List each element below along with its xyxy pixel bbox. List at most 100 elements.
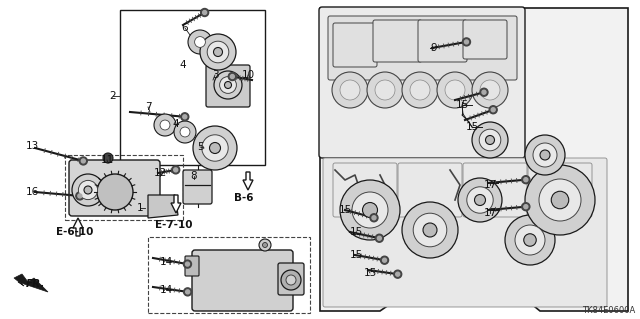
- FancyBboxPatch shape: [206, 65, 250, 107]
- Circle shape: [180, 127, 190, 137]
- Text: B-6: B-6: [234, 193, 253, 203]
- Text: 12: 12: [154, 168, 166, 178]
- Circle shape: [458, 178, 502, 222]
- Circle shape: [396, 272, 400, 276]
- FancyBboxPatch shape: [528, 163, 592, 217]
- Bar: [148, 237, 310, 313]
- FancyBboxPatch shape: [319, 7, 525, 158]
- Circle shape: [332, 72, 368, 108]
- Polygon shape: [148, 195, 178, 218]
- Circle shape: [413, 213, 447, 247]
- Circle shape: [480, 80, 500, 100]
- Circle shape: [72, 174, 104, 206]
- FancyBboxPatch shape: [69, 160, 160, 216]
- Circle shape: [524, 205, 528, 209]
- Circle shape: [375, 80, 395, 100]
- Circle shape: [463, 38, 470, 46]
- Circle shape: [79, 157, 87, 165]
- Circle shape: [394, 270, 402, 278]
- Circle shape: [352, 192, 388, 228]
- Text: 10: 10: [241, 70, 255, 80]
- Circle shape: [228, 72, 236, 80]
- Circle shape: [480, 88, 488, 96]
- Bar: [120, 10, 265, 165]
- Text: 15: 15: [349, 250, 363, 260]
- FancyBboxPatch shape: [333, 23, 377, 67]
- Circle shape: [445, 80, 465, 100]
- Text: 14: 14: [159, 285, 173, 295]
- Circle shape: [340, 80, 360, 100]
- Circle shape: [172, 166, 180, 174]
- Circle shape: [524, 234, 536, 246]
- FancyBboxPatch shape: [463, 20, 507, 59]
- Bar: [65, 155, 183, 220]
- Polygon shape: [243, 172, 253, 190]
- Circle shape: [207, 41, 229, 63]
- Text: 7: 7: [145, 102, 151, 112]
- FancyBboxPatch shape: [185, 256, 199, 276]
- Circle shape: [200, 34, 236, 70]
- Circle shape: [465, 40, 468, 44]
- Text: E-6-10: E-6-10: [56, 227, 93, 237]
- Circle shape: [522, 176, 530, 184]
- Circle shape: [370, 214, 378, 222]
- FancyBboxPatch shape: [323, 158, 607, 307]
- FancyBboxPatch shape: [463, 163, 527, 217]
- Text: 6: 6: [182, 23, 188, 33]
- Circle shape: [340, 180, 400, 240]
- Text: 17: 17: [483, 208, 497, 218]
- Circle shape: [259, 239, 271, 251]
- Circle shape: [539, 179, 581, 221]
- Circle shape: [184, 288, 191, 296]
- Circle shape: [489, 106, 497, 114]
- FancyBboxPatch shape: [418, 20, 467, 62]
- Circle shape: [367, 72, 403, 108]
- Text: 13: 13: [26, 141, 38, 151]
- Text: 5: 5: [196, 142, 204, 152]
- Circle shape: [383, 258, 387, 262]
- Circle shape: [202, 135, 228, 161]
- Circle shape: [525, 135, 565, 175]
- Circle shape: [214, 71, 242, 99]
- Circle shape: [437, 72, 473, 108]
- FancyBboxPatch shape: [328, 16, 517, 80]
- Circle shape: [515, 225, 545, 255]
- Circle shape: [286, 275, 296, 285]
- Text: 15: 15: [364, 268, 376, 278]
- Circle shape: [76, 192, 84, 200]
- Circle shape: [225, 81, 232, 88]
- Text: 3: 3: [212, 70, 218, 80]
- Circle shape: [491, 108, 495, 112]
- Circle shape: [195, 37, 205, 48]
- Polygon shape: [320, 8, 628, 311]
- Circle shape: [97, 174, 133, 210]
- Text: 15: 15: [339, 205, 351, 215]
- Circle shape: [214, 48, 223, 56]
- FancyBboxPatch shape: [373, 20, 422, 62]
- Text: 1: 1: [137, 203, 143, 213]
- Circle shape: [362, 203, 378, 218]
- Circle shape: [186, 262, 189, 266]
- Circle shape: [378, 236, 381, 240]
- Circle shape: [479, 129, 501, 151]
- Polygon shape: [171, 195, 181, 213]
- Circle shape: [81, 159, 85, 163]
- Circle shape: [472, 72, 508, 108]
- Circle shape: [201, 9, 209, 17]
- Circle shape: [230, 75, 234, 78]
- Circle shape: [375, 234, 383, 242]
- Text: FR.: FR.: [26, 279, 45, 289]
- FancyBboxPatch shape: [278, 263, 304, 295]
- Circle shape: [103, 153, 113, 163]
- Text: 15: 15: [465, 122, 479, 132]
- FancyBboxPatch shape: [398, 163, 462, 217]
- Circle shape: [533, 143, 557, 167]
- Circle shape: [78, 194, 82, 198]
- Text: 4: 4: [173, 119, 179, 129]
- Text: 15: 15: [349, 227, 363, 237]
- FancyBboxPatch shape: [333, 163, 397, 217]
- Text: 4: 4: [180, 60, 186, 70]
- Circle shape: [154, 114, 176, 136]
- Circle shape: [220, 77, 236, 93]
- Circle shape: [467, 187, 493, 213]
